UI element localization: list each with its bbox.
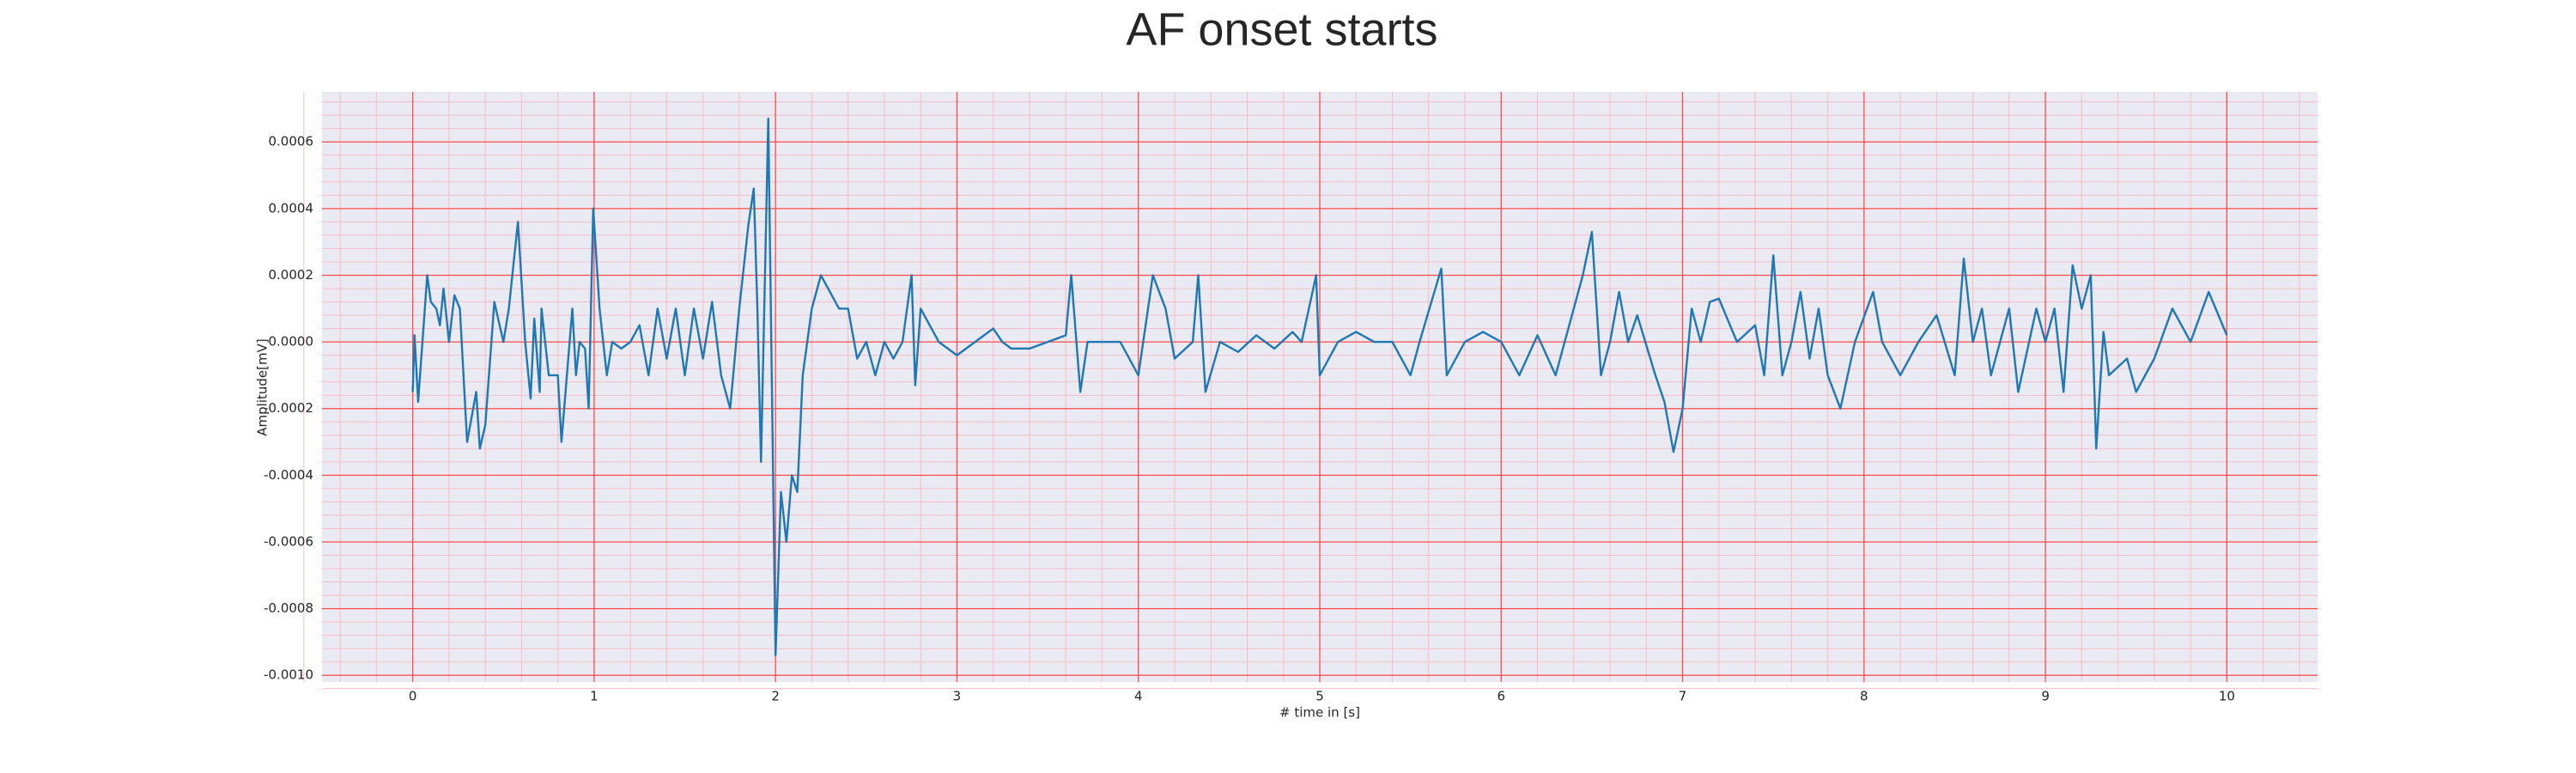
x-tick-label: 5 bbox=[1315, 689, 1324, 704]
x-tick-label: 3 bbox=[953, 689, 962, 704]
x-tick-label: 2 bbox=[771, 689, 780, 704]
signal-line bbox=[411, 117, 2228, 657]
y-tick-label: -0.0004 bbox=[264, 467, 313, 483]
x-tick-label: 8 bbox=[1860, 689, 1868, 704]
x-tick-label: 10 bbox=[2219, 689, 2235, 704]
y-tick-label: 0.0002 bbox=[269, 267, 314, 283]
x-tick-label: 1 bbox=[590, 689, 598, 704]
y-tick-label: -0.0002 bbox=[264, 400, 313, 416]
x-tick-label: 9 bbox=[2041, 689, 2050, 704]
x-tick-label: 7 bbox=[1679, 689, 1687, 704]
chart-title: AF onset starts bbox=[1126, 3, 1437, 55]
y-tick-label: -0.0008 bbox=[264, 600, 313, 616]
y-tick-label: -0.0006 bbox=[264, 533, 313, 549]
x-axis-label: # time in [s] bbox=[1279, 705, 1360, 721]
x-tick-label: 4 bbox=[1134, 689, 1143, 704]
x-tick-label: 0 bbox=[409, 689, 417, 704]
y-tick-label: -0.0010 bbox=[264, 667, 313, 683]
y-axis-label: Amplitude[mV] bbox=[255, 338, 270, 435]
y-tick-label: 0.0006 bbox=[269, 134, 314, 149]
x-tick-label: 6 bbox=[1497, 689, 1505, 704]
y-tick-label: 0.0004 bbox=[269, 200, 314, 216]
y-tick-label: 0.0000 bbox=[269, 334, 314, 350]
